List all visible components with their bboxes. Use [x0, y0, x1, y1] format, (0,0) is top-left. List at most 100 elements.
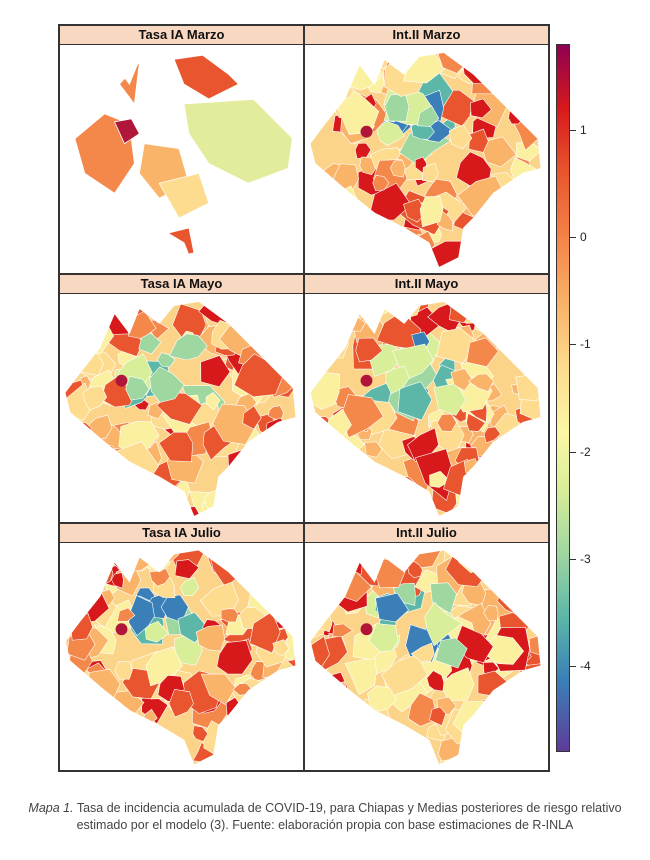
- region-shape: [78, 301, 104, 313]
- region-shape: [340, 713, 360, 734]
- region-shape: [426, 670, 445, 692]
- region-shape: [105, 549, 130, 569]
- region-shape: [360, 374, 373, 387]
- region-shape: [517, 254, 536, 268]
- region-shape: [228, 748, 247, 766]
- panel-int-ii-julio: Int.II Julio: [304, 523, 549, 771]
- region-shape: [417, 105, 440, 127]
- region-shape: [367, 182, 412, 221]
- region-shape: [448, 124, 473, 150]
- region-shape: [512, 686, 541, 734]
- region-shape: [309, 492, 334, 517]
- region-shape: [362, 734, 404, 766]
- region-shape: [64, 302, 98, 342]
- region-shape: [521, 311, 542, 327]
- region-shape: [74, 497, 105, 517]
- region-shape: [78, 496, 108, 517]
- region-shape: [360, 623, 373, 636]
- region-shape: [116, 470, 151, 508]
- region-shape: [528, 175, 542, 214]
- region-shape: [309, 301, 333, 334]
- region-shape: [370, 549, 386, 556]
- region-shape: [323, 707, 369, 749]
- region-shape: [272, 434, 289, 452]
- legend-tick-label: -2: [580, 444, 591, 459]
- choropleth-map: [305, 542, 548, 770]
- region-shape: [322, 737, 359, 766]
- region-shape: [82, 301, 114, 317]
- region-shape: [450, 368, 473, 392]
- region-shape: [192, 725, 209, 742]
- region-shape: [272, 639, 290, 657]
- region-shape: [65, 446, 92, 481]
- region-shape: [376, 301, 395, 315]
- region-shape: [434, 637, 468, 669]
- region-shape: [310, 735, 327, 766]
- region-shape: [270, 461, 297, 497]
- region-shape: [339, 260, 360, 268]
- region-shape: [237, 730, 269, 758]
- region-shape: [345, 549, 369, 559]
- region-shape: [149, 568, 171, 587]
- region-shape: [470, 736, 510, 766]
- state-outline: [64, 51, 297, 269]
- region-shape: [250, 458, 276, 480]
- region-shape: [271, 318, 287, 339]
- region-shape: [105, 724, 130, 753]
- region-shape: [329, 205, 378, 246]
- region-shape: [65, 727, 99, 759]
- region-shape: [169, 333, 208, 361]
- region-shape: [513, 329, 530, 347]
- region-shape: [466, 412, 486, 432]
- region-shape: [309, 463, 335, 496]
- region-shape: [310, 754, 324, 766]
- region-shape: [174, 559, 200, 580]
- region-shape: [470, 490, 494, 509]
- panel-tasa-ia-mayo: Tasa IA Mayo: [59, 274, 304, 523]
- region-shape: [309, 470, 342, 517]
- region-shape: [309, 325, 336, 372]
- panel-tasa-ia-julio: Tasa IA Julio: [59, 523, 304, 771]
- region-shape: [510, 319, 529, 345]
- region-shape: [195, 624, 226, 652]
- region-shape: [524, 93, 542, 116]
- region-shape: [80, 489, 109, 515]
- region-shape: [173, 53, 240, 100]
- region-shape: [424, 601, 463, 647]
- region-shape: [374, 558, 406, 589]
- state-outline: [309, 300, 542, 518]
- choropleth-map: [305, 293, 548, 522]
- region-shape: [507, 216, 537, 239]
- region-shape: [309, 249, 342, 268]
- region-shape: [372, 175, 390, 192]
- region-shape: [220, 608, 239, 623]
- region-shape: [337, 740, 367, 766]
- region-shape: [498, 315, 537, 347]
- region-shape: [149, 366, 185, 403]
- region-shape: [522, 733, 541, 766]
- region-shape: [118, 741, 142, 766]
- region-shape: [229, 487, 269, 517]
- region-shape: [309, 444, 336, 471]
- municipality-regions: [310, 549, 541, 766]
- region-shape: [241, 457, 267, 482]
- region-shape: [323, 52, 355, 66]
- region-shape: [329, 549, 364, 575]
- region-shape: [309, 323, 340, 363]
- region-shape: [111, 721, 132, 744]
- region-shape: [419, 196, 444, 228]
- region-shape: [501, 52, 536, 72]
- region-shape: [65, 549, 102, 560]
- legend-tick-label: 1: [580, 122, 587, 137]
- region-shape: [309, 75, 337, 108]
- region-shape: [497, 301, 518, 313]
- region-shape: [362, 722, 381, 742]
- region-shape: [116, 607, 136, 622]
- region-shape: [350, 216, 379, 243]
- region-shape: [310, 589, 324, 603]
- region-shape: [472, 750, 495, 766]
- region-shape: [511, 57, 542, 98]
- region-shape: [320, 210, 339, 232]
- region-shape: [339, 505, 375, 517]
- region-shape: [158, 431, 194, 463]
